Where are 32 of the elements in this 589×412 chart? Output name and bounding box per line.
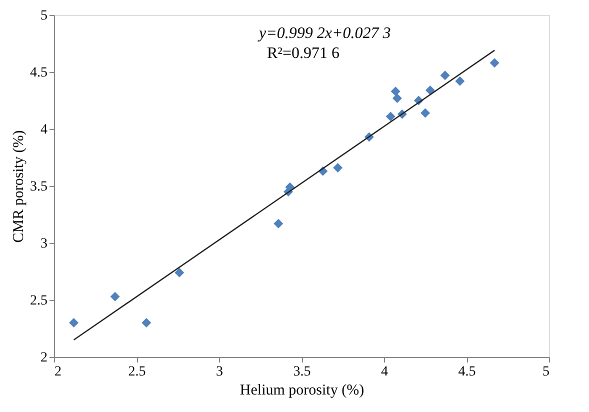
y-tick-label: 5 xyxy=(40,8,48,24)
point xyxy=(420,108,430,118)
y-tick-label: 4.5 xyxy=(30,66,48,80)
point xyxy=(440,70,450,80)
point xyxy=(174,268,184,278)
annotation: y=0.999 2x+0.027 3 xyxy=(257,25,391,42)
x-tick-label: 3 xyxy=(216,364,223,380)
point xyxy=(490,58,500,68)
point xyxy=(142,318,152,328)
y-tick-label: 4 xyxy=(40,122,48,138)
point xyxy=(333,163,343,173)
y-tick-label: 3.5 xyxy=(30,180,48,194)
point xyxy=(390,86,400,96)
point xyxy=(274,218,284,228)
point xyxy=(392,93,402,103)
x-tick-label: 4.5 xyxy=(458,364,476,380)
x-tick-label: 2 xyxy=(54,364,62,380)
point xyxy=(425,85,435,95)
y-axis-title: CMR porosity (%) xyxy=(11,130,27,243)
x-tick-label: 2.5 xyxy=(128,364,146,380)
x-axis-title: Helium porosity (%) xyxy=(240,382,364,398)
y-tick-label: 3 xyxy=(40,236,48,252)
annotation: R²=0.971 6 xyxy=(267,45,340,62)
x-tick-label: 5 xyxy=(542,364,550,380)
point xyxy=(110,292,120,302)
point xyxy=(69,318,79,328)
x-tick-label: 3.5 xyxy=(293,364,311,380)
x-tick-label: 4 xyxy=(381,364,388,380)
y-tick-label: 2.5 xyxy=(30,294,48,308)
point xyxy=(386,112,396,122)
point xyxy=(455,76,465,86)
y-tick-label: 2 xyxy=(40,350,48,366)
